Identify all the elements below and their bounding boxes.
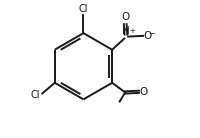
Text: O: O	[121, 12, 129, 22]
Text: Cl: Cl	[79, 5, 88, 14]
Text: −: −	[148, 30, 155, 39]
Text: Cl: Cl	[31, 90, 40, 99]
Text: O: O	[144, 31, 152, 41]
Text: O: O	[140, 87, 148, 97]
Text: +: +	[129, 28, 135, 34]
Text: N: N	[122, 26, 130, 36]
